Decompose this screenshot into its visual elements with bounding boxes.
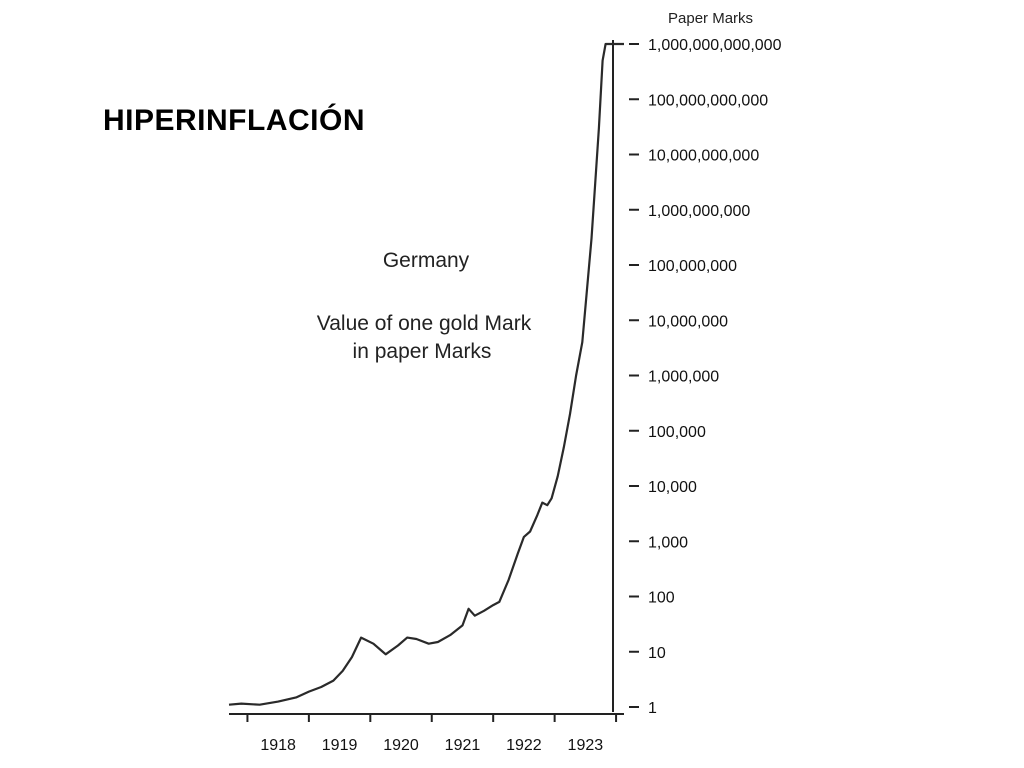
y-tick-label: 10,000,000 — [648, 313, 728, 330]
x-tick-label: 1923 — [568, 737, 604, 754]
y-tick-label: 100,000,000,000 — [648, 92, 768, 109]
y-tick-label: 10,000 — [648, 479, 697, 496]
x-tick-label: 1920 — [383, 737, 419, 754]
chart-subtitle-line-2: in paper Marks — [353, 340, 492, 363]
y-tick-label: 100,000,000 — [648, 258, 737, 275]
y-tick-label: 10,000,000,000 — [648, 148, 759, 165]
x-tick-label: 1921 — [445, 737, 481, 754]
chart-axes — [229, 40, 624, 715]
y-ticks: 1 10 100 1,000 10,000 100,000 1,000,000 10,000,… — [629, 37, 782, 717]
y-tick-label: 10 — [648, 645, 666, 662]
y-tick-label: 1,000,000 — [648, 369, 719, 386]
chart-title: Germany — [383, 249, 470, 272]
y-tick-label: 1,000,000,000,000 — [648, 37, 782, 54]
x-tick-label: 1919 — [322, 737, 358, 754]
y-tick-label: 1 — [648, 700, 657, 717]
y-tick-label: 100 — [648, 590, 675, 607]
y-unit-label: Paper Marks — [668, 10, 753, 27]
slide-title: HIPERINFLACIÓN — [103, 104, 365, 137]
y-tick-label: 1,000 — [648, 534, 688, 551]
y-tick-label: 1,000,000,000 — [648, 203, 750, 220]
x-tick-label: 1918 — [260, 737, 296, 754]
chart-subtitle-line-1: Value of one gold Mark — [317, 312, 532, 335]
y-tick-label: 100,000 — [648, 424, 706, 441]
x-ticks: 1918 1919 1920 1921 1922 1923 — [246, 714, 618, 754]
series-line — [228, 42, 624, 706]
x-tick-label: 1922 — [506, 737, 542, 754]
